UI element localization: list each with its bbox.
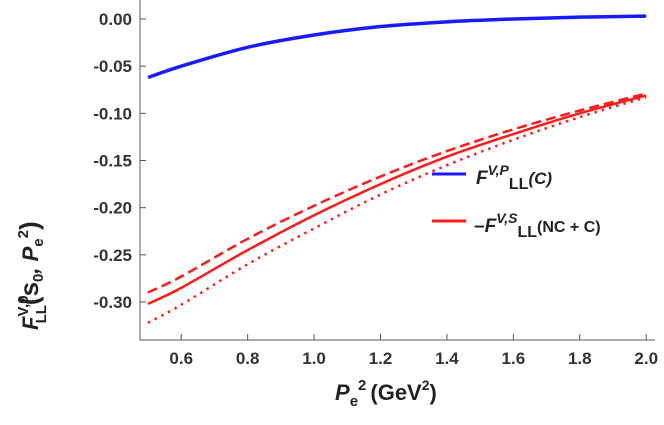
y-tick-label: -0.15 bbox=[93, 152, 132, 171]
series-blue bbox=[147, 14, 647, 80]
series-red-solid bbox=[147, 94, 647, 306]
y-axis-label: FV,0LL(s0, Pe2) bbox=[14, 221, 50, 330]
x-axis-label: Pe2 (GeV2) bbox=[335, 377, 437, 410]
x-tick-label: 1.2 bbox=[369, 349, 393, 368]
legend: FV,PLL(C) –FV,SLL(NC + C) bbox=[432, 162, 601, 241]
x-tick-label: 1.4 bbox=[435, 349, 459, 368]
y-tick-label: -0.25 bbox=[93, 246, 132, 265]
legend-label-red: –FV,SLL(NC + C) bbox=[474, 210, 601, 241]
x-tick-label: 1.8 bbox=[568, 349, 592, 368]
y-tick-label: -0.20 bbox=[93, 199, 132, 218]
y-tick-label: -0.05 bbox=[93, 57, 132, 76]
curves bbox=[147, 14, 647, 324]
series-red-dotted bbox=[147, 96, 647, 324]
x-tick-label: 0.8 bbox=[236, 349, 260, 368]
axes: 0.6 0.8 1.0 1.2 1.4 1.6 1.8 2.0 0.00 -0.05 -0.10 -0… bbox=[93, 0, 658, 368]
x-tick-label: 2.0 bbox=[634, 349, 658, 368]
legend-label-blue: FV,PLL(C) bbox=[476, 162, 552, 193]
x-tick-label: 0.6 bbox=[169, 349, 193, 368]
y-tick-label: -0.10 bbox=[93, 104, 132, 123]
x-tick-label: 1.0 bbox=[302, 349, 326, 368]
x-tick-label: 1.6 bbox=[502, 349, 526, 368]
y-tick-label: -0.30 bbox=[93, 293, 132, 312]
y-tick-label: 0.00 bbox=[99, 10, 132, 29]
series-red-dashed bbox=[147, 92, 647, 294]
